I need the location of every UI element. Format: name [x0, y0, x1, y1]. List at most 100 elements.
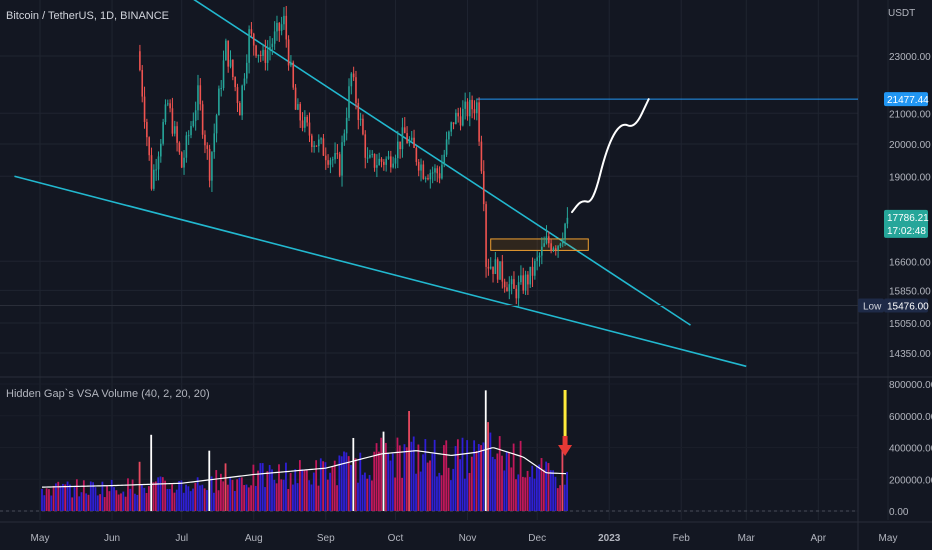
volume-bar[interactable]: [552, 470, 555, 511]
volume-bar[interactable]: [96, 495, 99, 511]
volume-bar[interactable]: [138, 461, 141, 511]
candle[interactable]: [259, 54, 262, 56]
volume-bar[interactable]: [278, 464, 280, 511]
candle[interactable]: [299, 104, 302, 121]
candle[interactable]: [273, 31, 276, 44]
candle[interactable]: [475, 102, 478, 114]
volume-bar[interactable]: [52, 485, 55, 511]
volume-bar[interactable]: [447, 467, 450, 511]
candle[interactable]: [413, 137, 415, 148]
volume-bar[interactable]: [64, 484, 67, 511]
candle[interactable]: [380, 158, 383, 162]
candle[interactable]: [373, 153, 376, 168]
volume-bar[interactable]: [192, 488, 194, 511]
candle[interactable]: [369, 154, 371, 158]
candle[interactable]: [343, 133, 346, 143]
candle[interactable]: [513, 279, 515, 289]
volume-bar[interactable]: [408, 410, 410, 511]
volume-bar[interactable]: [178, 481, 180, 511]
consolidation-box[interactable]: [490, 238, 589, 251]
volume-bar[interactable]: [419, 471, 422, 511]
candle[interactable]: [160, 143, 162, 157]
candle[interactable]: [338, 154, 341, 176]
projection-path[interactable]: [571, 98, 650, 214]
volume-bar[interactable]: [443, 445, 445, 511]
candle[interactable]: [552, 248, 555, 251]
candle[interactable]: [492, 266, 494, 274]
candle[interactable]: [464, 101, 466, 109]
candle[interactable]: [499, 261, 501, 280]
volume-bar[interactable]: [80, 492, 83, 511]
candle[interactable]: [501, 261, 504, 282]
volume-bar[interactable]: [380, 437, 383, 511]
volume-bar[interactable]: [563, 484, 566, 511]
candle[interactable]: [317, 139, 320, 147]
candle[interactable]: [150, 155, 153, 189]
candle[interactable]: [334, 153, 336, 160]
candle[interactable]: [276, 22, 278, 32]
volume-bar[interactable]: [312, 472, 315, 511]
candle[interactable]: [355, 77, 357, 103]
candle[interactable]: [192, 120, 195, 127]
volume-bar[interactable]: [510, 467, 513, 511]
volume-bar[interactable]: [143, 487, 146, 511]
volume-bar[interactable]: [164, 480, 167, 511]
volume-indicator-title[interactable]: Hidden Gap`s VSA Volume (40, 2, 20, 20): [6, 388, 210, 400]
candle[interactable]: [252, 33, 255, 46]
candle[interactable]: [227, 40, 229, 67]
volume-bar[interactable]: [222, 481, 225, 511]
candle[interactable]: [220, 87, 223, 89]
volume-bar[interactable]: [254, 485, 257, 511]
candle[interactable]: [387, 156, 390, 159]
volume-bar[interactable]: [115, 490, 118, 511]
red-arrow-head[interactable]: [558, 445, 573, 456]
candle[interactable]: [427, 178, 429, 180]
volume-bar[interactable]: [389, 460, 392, 511]
candle[interactable]: [139, 51, 141, 71]
volume-bar[interactable]: [324, 462, 327, 511]
volume-bar[interactable]: [403, 444, 406, 511]
candle[interactable]: [545, 236, 548, 244]
candle[interactable]: [371, 153, 374, 155]
volume-bar[interactable]: [326, 479, 329, 511]
candle[interactable]: [178, 142, 181, 153]
candle[interactable]: [390, 156, 392, 168]
volume-bar[interactable]: [301, 469, 304, 511]
volume-bar[interactable]: [168, 488, 171, 511]
volume-bar[interactable]: [482, 442, 485, 511]
volume-bar[interactable]: [528, 476, 531, 511]
volume-bar[interactable]: [305, 469, 308, 511]
candle[interactable]: [378, 158, 380, 166]
volume-bar[interactable]: [359, 452, 362, 511]
volume-bar[interactable]: [108, 491, 111, 511]
candle[interactable]: [213, 133, 216, 153]
candle[interactable]: [564, 223, 566, 240]
volume-bar[interactable]: [210, 476, 213, 511]
candle[interactable]: [524, 274, 527, 291]
candle[interactable]: [324, 155, 327, 161]
volume-bar[interactable]: [303, 469, 306, 511]
volume-bar[interactable]: [487, 422, 489, 511]
volume-bar[interactable]: [73, 485, 76, 511]
volume-bar[interactable]: [185, 484, 187, 511]
candle[interactable]: [248, 29, 250, 63]
candle[interactable]: [457, 112, 459, 117]
volume-bar[interactable]: [494, 459, 496, 511]
candle[interactable]: [394, 158, 397, 164]
volume-bar[interactable]: [129, 488, 132, 511]
candle[interactable]: [162, 122, 164, 144]
volume-bar[interactable]: [466, 440, 469, 511]
volume-bar[interactable]: [491, 456, 494, 511]
volume-bar[interactable]: [308, 480, 311, 511]
volume-bar[interactable]: [57, 481, 60, 511]
candle[interactable]: [352, 73, 355, 78]
volume-bar[interactable]: [496, 453, 499, 511]
candle[interactable]: [329, 160, 332, 165]
candle[interactable]: [306, 116, 308, 123]
candle[interactable]: [173, 126, 176, 134]
volume-bar[interactable]: [201, 484, 204, 511]
volume-bar[interactable]: [166, 488, 169, 511]
volume-bar[interactable]: [433, 439, 436, 511]
volume-bar[interactable]: [517, 474, 520, 511]
candle[interactable]: [311, 135, 313, 147]
